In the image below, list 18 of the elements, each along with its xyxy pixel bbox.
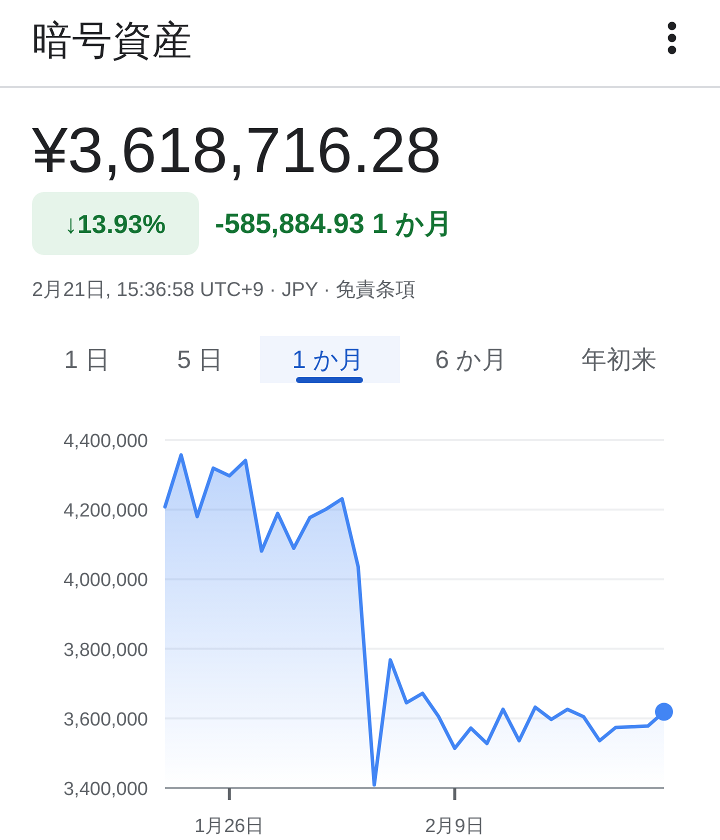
y-tick-label: 3,800,000 [63,640,148,661]
y-tick-label: 3,400,000 [63,779,148,800]
y-tick-label: 4,000,000 [63,570,148,592]
x-tick-label: 2月9日 [425,816,484,837]
text: ↓13.93% [64,209,166,239]
text: 6 か月 [435,346,507,374]
y-tick-label: 4,200,000 [63,500,148,522]
x-tick-label: 1月26日 [194,816,264,837]
y-tick-label: 4,400,000 [63,431,148,452]
text: -585,884.93 1 か月 [215,208,453,239]
text: 1 日 [64,346,110,374]
text: 5 日 [177,346,223,374]
chart-title: 暗号資産 [32,19,192,63]
y-tick-label: 3,600,000 [63,709,148,730]
text: 1 か月 [292,346,364,374]
chart-subtitle: ¥3,618,716.28 [31,114,442,186]
text: 2月21日, 15:36:58 UTC+9 · JPY · 免責条項 [32,279,416,301]
text: 年初来 [582,346,656,374]
